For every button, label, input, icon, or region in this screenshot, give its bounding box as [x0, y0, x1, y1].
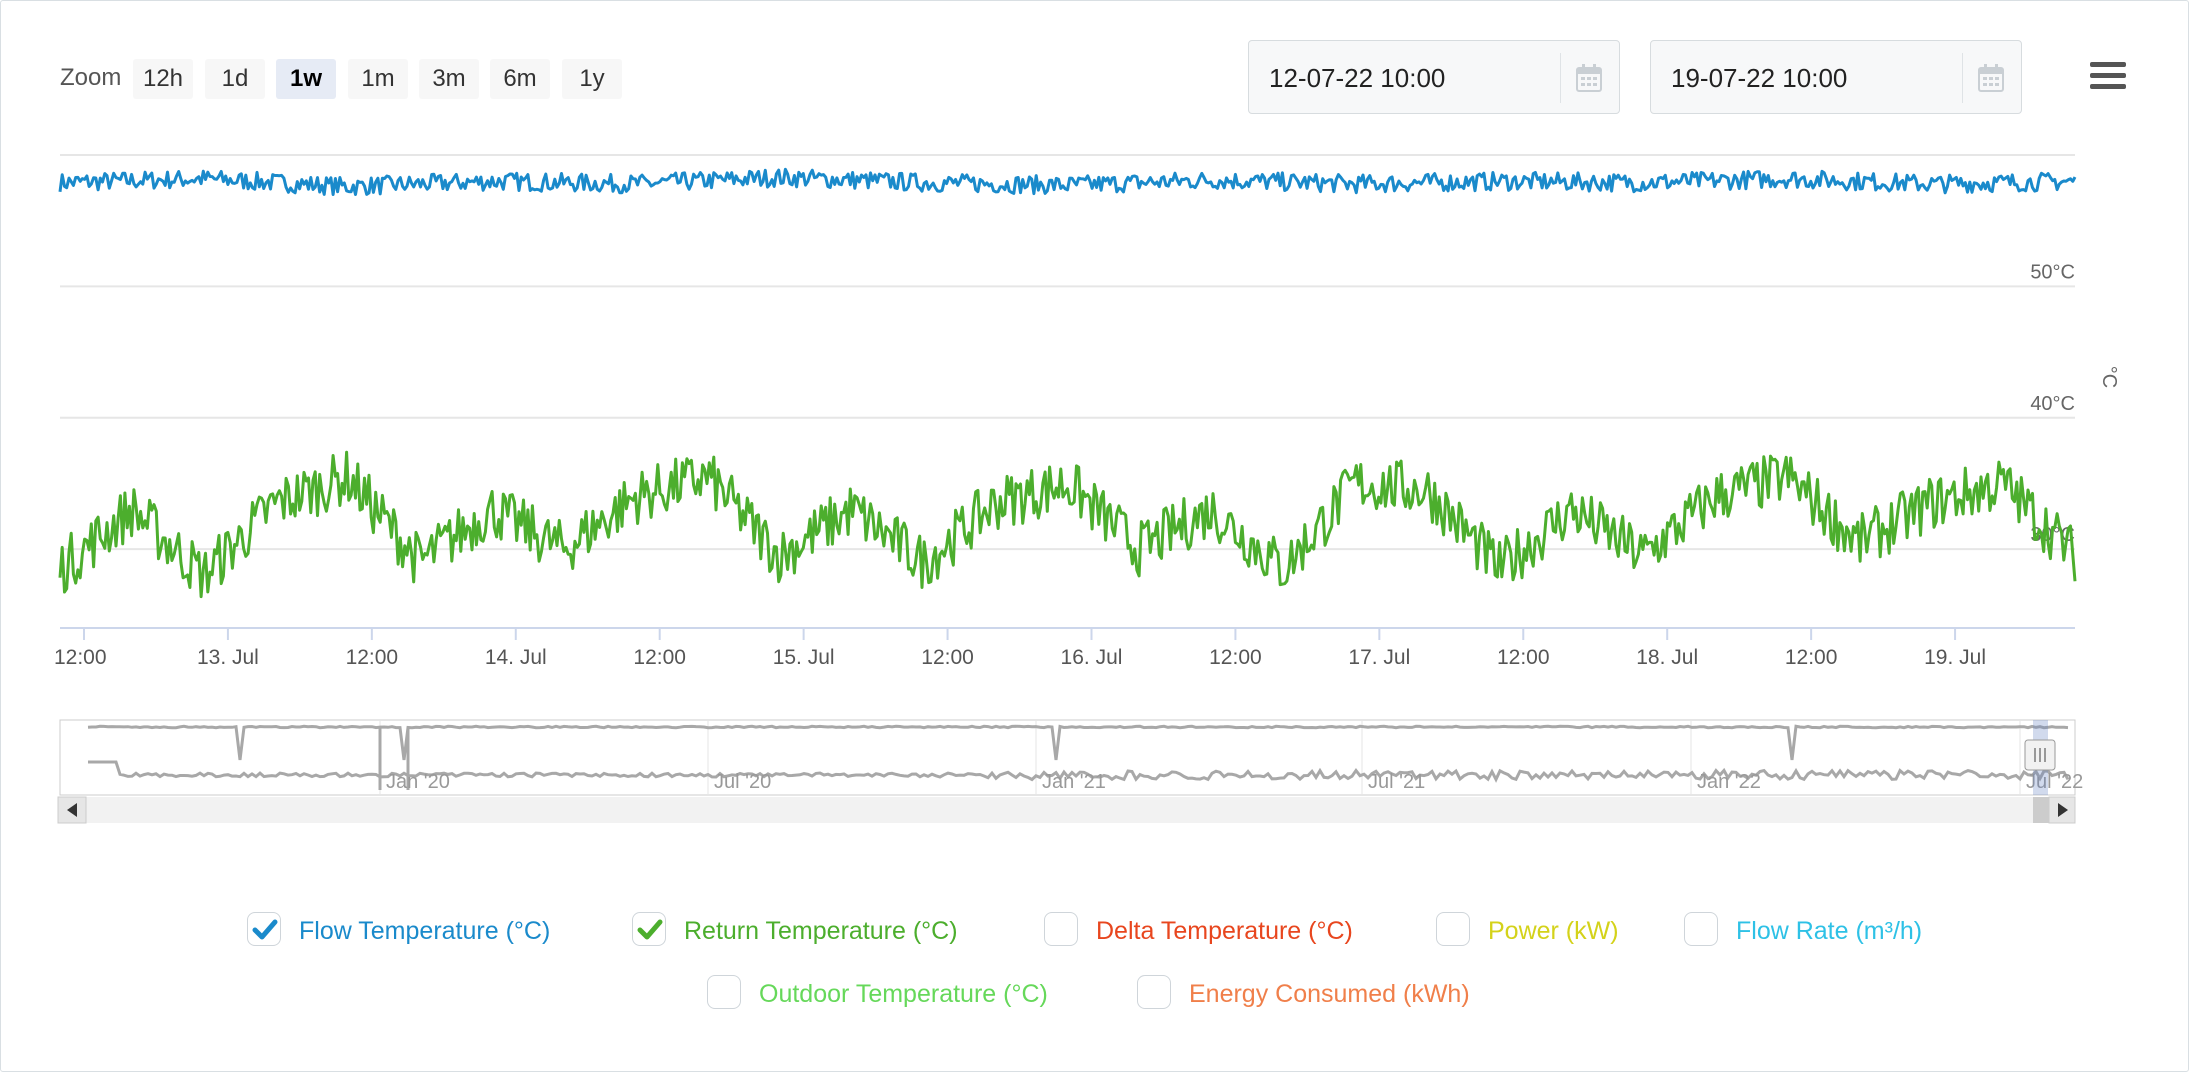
navigator-label: Jan '22 [1697, 771, 1761, 793]
zoom-1w-button[interactable]: 1w [276, 59, 336, 99]
legend-checkbox[interactable] [247, 912, 281, 946]
input-divider [1560, 53, 1561, 103]
zoom-1d-button[interactable]: 1d [205, 59, 265, 99]
x-tick-label: 12:00 [1785, 646, 1838, 669]
navigator-label: Jan '21 [1042, 771, 1106, 793]
x-tick-label: 12:00 [1497, 646, 1550, 669]
navigator-frame [59, 719, 2076, 796]
x-tick-label: 12:00 [54, 646, 107, 669]
scrollbar-thumb[interactable] [2033, 797, 2049, 823]
navigator-label: Jul '21 [1368, 771, 1425, 793]
zoom-1m-button[interactable]: 1m [348, 59, 408, 99]
navigator-label: Jan '20 [386, 771, 450, 793]
y-axis-unit-label: °C [2098, 366, 2120, 388]
calendar-icon[interactable] [1575, 63, 1603, 93]
range-from-value: 12-07-22 10:00 [1269, 63, 1446, 93]
x-tick-label: 12:00 [921, 646, 974, 669]
legend-label: Delta Temperature (°C) [1096, 917, 1353, 945]
navigator-series-return [88, 760, 2070, 783]
legend-checkbox[interactable] [707, 975, 741, 1009]
zoom-12h-button[interactable]: 12h [133, 59, 193, 99]
zoom-6m-button[interactable]: 6m [490, 59, 550, 99]
x-tick-label: 12:00 [633, 646, 686, 669]
x-tick-label: 14. Jul [485, 646, 547, 669]
legend-checkbox[interactable] [632, 912, 666, 946]
legend-label: Return Temperature (°C) [684, 917, 958, 945]
navigator-label: Jul '22 [2026, 771, 2083, 793]
legend-label: Flow Rate (m³/h) [1736, 917, 1923, 945]
checkmark-icon [252, 919, 278, 940]
chart-plot: 30°C40°C50°C °C 12:00 13. Jul 12:00 14. Jul… [54, 154, 2120, 824]
x-tick-label: 12:00 [1209, 646, 1262, 669]
legend-label: Flow Temperature (°C) [299, 917, 551, 945]
legend-checkbox[interactable] [1044, 912, 1078, 946]
range-to-input[interactable]: 19-07-22 10:00 [1650, 40, 2022, 114]
x-tick-label: 12:00 [346, 646, 399, 669]
y-tick-label: 50°C [2030, 261, 2075, 283]
legend-label: Energy Consumed (kWh) [1189, 980, 1470, 1008]
arrow-right-icon [2058, 803, 2068, 817]
x-tick-label: 17. Jul [1348, 646, 1410, 669]
legend-label: Outdoor Temperature (°C) [759, 980, 1048, 1008]
checkmark-icon [637, 919, 663, 940]
x-tick-label: 15. Jul [773, 646, 835, 669]
navigator-series-flow [87, 724, 2069, 761]
return-temperature-line[interactable] [58, 450, 2077, 599]
legend-checkbox[interactable] [1436, 912, 1470, 946]
input-divider [1962, 53, 1963, 103]
x-tick-label: 18. Jul [1636, 646, 1698, 669]
zoom-3m-button[interactable]: 3m [419, 59, 479, 99]
y-tick-label: 40°C [2030, 393, 2075, 415]
range-from-input[interactable]: 12-07-22 10:00 [1248, 40, 1620, 114]
zoom-label: Zoom [60, 64, 122, 91]
legend-checkbox[interactable] [1137, 975, 1171, 1009]
legend-checkbox[interactable] [1684, 912, 1718, 946]
x-tick-label: 16. Jul [1061, 646, 1123, 669]
x-tick-label: 19. Jul [1924, 646, 1986, 669]
arrow-left-icon [67, 803, 77, 817]
scrollbar-track[interactable] [58, 797, 2075, 823]
legend-label: Power (kW) [1488, 917, 1619, 945]
range-to-value: 19-07-22 10:00 [1671, 63, 1848, 93]
x-tick-label: 13. Jul [197, 646, 259, 669]
hamburger-menu-icon[interactable] [2090, 62, 2126, 96]
navigator-label: Jul '20 [714, 771, 771, 793]
flow-temperature-line[interactable] [58, 167, 2077, 196]
calendar-icon[interactable] [1977, 63, 2005, 93]
zoom-1y-button[interactable]: 1y [562, 59, 622, 99]
